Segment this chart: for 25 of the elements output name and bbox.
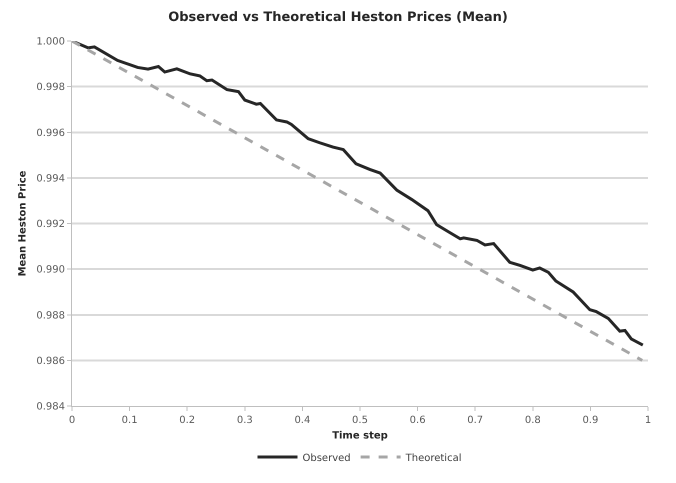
x-axis-title: Time step (332, 430, 388, 442)
legend-label: Observed (302, 452, 351, 464)
y-tick-label: 0.996 (36, 128, 65, 139)
x-tick-label: 1 (644, 415, 652, 426)
x-tick-label: 0.6 (410, 415, 426, 426)
x-tick-label: 0.7 (467, 415, 484, 426)
chart-title: Observed vs Theoretical Heston Prices (Mean) (168, 10, 508, 26)
x-tick-label: 0 (68, 415, 76, 426)
y-tick-label: 0.994 (36, 173, 65, 184)
x-tick-label: 0.5 (352, 415, 368, 426)
x-tick-label: 0.1 (122, 415, 138, 426)
y-axis-title: Mean Heston Price (17, 170, 28, 276)
x-tick-label: 0.2 (179, 415, 196, 426)
y-tick-label: 1.000 (36, 36, 65, 48)
y-tick-label: 0.988 (36, 310, 65, 322)
x-tick-label: 0.4 (294, 415, 310, 426)
y-tick-label: 0.992 (36, 219, 65, 230)
y-tick-label: 0.986 (36, 356, 65, 367)
y-tick-label: 0.984 (36, 402, 65, 412)
x-tick-label: 0.3 (236, 415, 253, 426)
y-tick-label: 0.998 (36, 82, 65, 94)
x-tick-label: 0.9 (582, 415, 598, 426)
y-tick-label: 0.990 (36, 264, 65, 276)
x-tick-label: 0.8 (524, 415, 541, 426)
legend-label: Theoretical (404, 452, 462, 464)
